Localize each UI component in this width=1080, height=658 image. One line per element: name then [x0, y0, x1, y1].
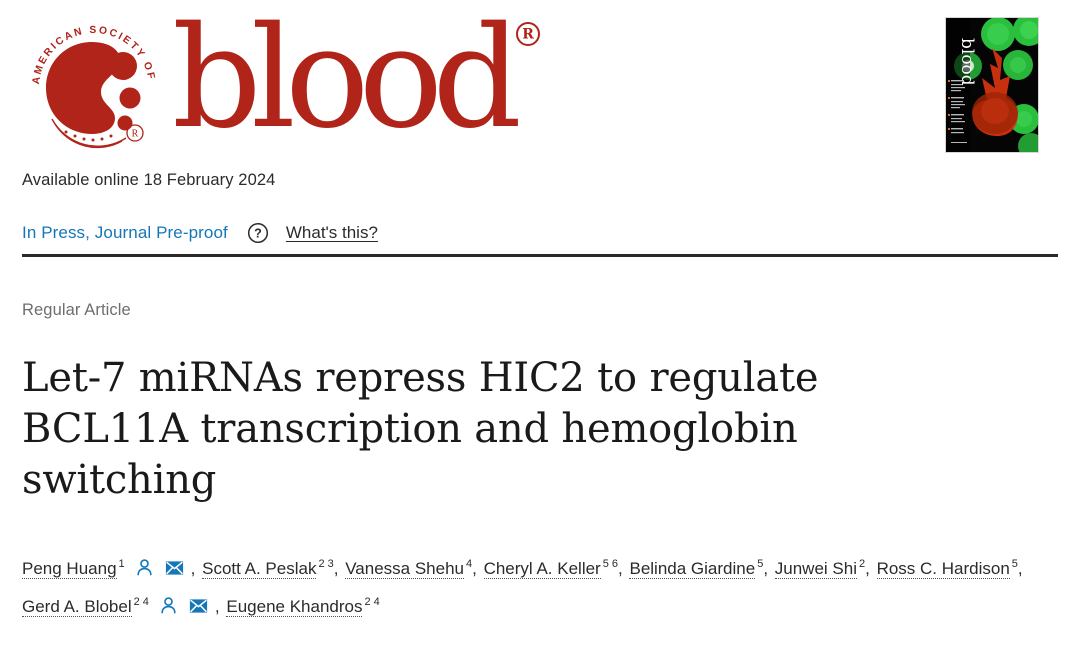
author-name[interactable]: Eugene Khandros: [226, 597, 363, 617]
author-separator: ,: [763, 559, 773, 578]
author-affiliation-marker[interactable]: 2 4: [133, 596, 149, 609]
person-icon[interactable]: [135, 558, 154, 577]
author-entry: Junwei Shi 2: [774, 558, 866, 579]
author-separator: ,: [1017, 559, 1023, 578]
author-entry: Scott A. Peslak 2 3: [202, 558, 334, 579]
svg-text:blood: blood: [957, 38, 977, 86]
journal-cover-thumbnail[interactable]: blood: [945, 17, 1039, 153]
whats-this-link[interactable]: What's this?: [285, 223, 378, 242]
author-affiliation-marker[interactable]: 4: [465, 558, 473, 571]
author-affiliation-marker[interactable]: 5: [757, 558, 764, 571]
header-divider: [22, 254, 1058, 257]
author-separator: ,: [214, 597, 225, 616]
author-name[interactable]: Vanessa Shehu: [345, 559, 464, 579]
author-separator: ,: [333, 559, 344, 578]
author-name[interactable]: Ross C. Hardison: [876, 559, 1010, 579]
author-entry: Cheryl A. Keller 5 6: [483, 558, 619, 579]
author-separator: ,: [472, 559, 482, 578]
author-affiliation-marker[interactable]: 2 3: [318, 558, 334, 571]
author-name[interactable]: Belinda Giardine: [629, 559, 756, 579]
author-affiliation-marker[interactable]: 2 4: [364, 596, 380, 609]
question-mark-circle-icon[interactable]: ?: [247, 222, 269, 244]
author-affiliation-marker[interactable]: 5 6: [602, 558, 619, 571]
article-type-label: Regular Article: [22, 301, 131, 319]
person-icon[interactable]: [159, 596, 178, 615]
author-contact-icons: [135, 558, 184, 577]
svg-text:R: R: [522, 27, 534, 43]
author-entry: Belinda Giardine 5: [629, 558, 764, 579]
author-entry: Vanessa Shehu 4: [345, 558, 473, 579]
author-affiliation-marker[interactable]: 1: [118, 558, 125, 571]
svg-text:blood: blood: [172, 8, 518, 158]
envelope-icon[interactable]: [165, 560, 184, 576]
author-name[interactable]: Peng Huang: [22, 559, 117, 579]
author-affiliation-marker[interactable]: 5: [1011, 558, 1018, 571]
author-name[interactable]: Gerd A. Blobel: [22, 597, 132, 617]
ash-seal-logo[interactable]: AMERICAN SOCIETY OF HEMATOLOGY R: [22, 16, 162, 156]
author-entry: Ross C. Hardison 5: [876, 558, 1018, 579]
author-name[interactable]: Cheryl A. Keller: [483, 559, 601, 579]
author-entry: Eugene Khandros 2 4: [226, 596, 380, 617]
author-contact-icons: [159, 596, 208, 615]
author-name[interactable]: Junwei Shi: [774, 559, 857, 579]
journal-masthead: AMERICAN SOCIETY OF HEMATOLOGY R: [0, 0, 1080, 168]
svg-text:R: R: [132, 129, 139, 140]
publication-status-row: In Press, Journal Pre-proof ? What's thi…: [22, 221, 378, 245]
author-entry: Gerd A. Blobel 2 4: [22, 596, 215, 617]
journal-wordmark[interactable]: blood R: [172, 8, 552, 158]
author-separator: ,: [865, 559, 875, 578]
status-badge[interactable]: In Press, Journal Pre-proof: [22, 223, 228, 242]
author-name[interactable]: Scott A. Peslak: [202, 559, 317, 579]
availability-date: Available online 18 February 2024: [22, 171, 276, 189]
page-title: Let-7 miRNAs repress HIC2 to regulate BC…: [22, 354, 819, 503]
author-separator: ,: [190, 559, 201, 578]
author-entry: Peng Huang 1: [22, 558, 191, 579]
author-separator: ,: [618, 559, 628, 578]
envelope-icon[interactable]: [189, 598, 208, 614]
svg-text:?: ?: [254, 227, 262, 241]
author-list: Peng Huang 1 , Scott A. Peslak 2 3, Vaness…: [22, 550, 1062, 626]
author-affiliation-marker[interactable]: 2: [858, 558, 866, 571]
